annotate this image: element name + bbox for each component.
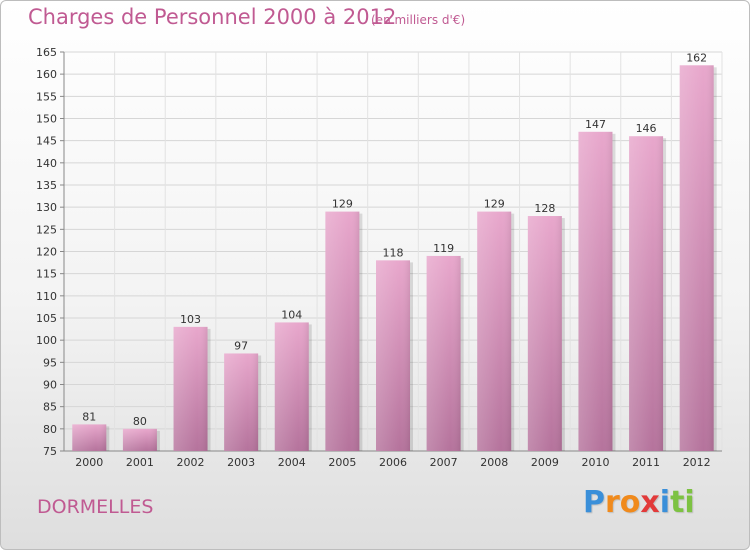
x-tick-label: 2008 [480,456,508,469]
logo-letter: r [605,485,620,520]
bar-highlight [578,131,613,452]
bar-highlight [629,136,664,451]
bar-highlight [426,255,461,451]
bar-value-label: 103 [180,313,201,326]
y-tick-label: 150 [36,113,57,126]
bar-value-label: 128 [534,202,555,215]
y-tick-label: 75 [43,445,57,458]
y-tick-label: 140 [36,157,57,170]
bar-value-label: 118 [383,246,404,259]
y-tick-label: 155 [36,90,57,103]
bar-highlight [527,216,562,451]
x-tick-label: 2004 [278,456,306,469]
bar-value-label: 81 [82,410,96,423]
y-tick-label: 135 [36,179,57,192]
city-name: DORMELLES [37,496,154,518]
y-tick-label: 110 [36,290,57,303]
bar-highlight [173,326,208,451]
y-tick-label: 100 [36,334,57,347]
logo-letter: P [583,485,605,520]
x-tick-label: 2011 [632,456,660,469]
logo-letter: t [670,485,685,520]
y-tick-label: 145 [36,135,57,148]
logo-letter: x [640,485,660,520]
y-tick-label: 120 [36,246,57,259]
labels: 75 80 85 90 95 100 105 110 115 120 125 130 135 140 145… [36,46,711,469]
bar-highlight [224,353,259,451]
y-tick-label: 85 [43,401,57,414]
x-tick-label: 2006 [379,456,407,469]
bar-value-label: 80 [133,415,147,428]
bar-value-label: 97 [234,339,248,352]
bar-value-label: 162 [686,51,707,64]
logo-letter: i [684,485,695,520]
y-tick-label: 130 [36,201,57,214]
logo-letter: i [659,485,671,520]
x-tick-label: 2012 [683,456,711,469]
y-tick-label: 165 [36,46,57,59]
bar-value-label: 104 [281,308,302,321]
y-tick-label: 90 [43,379,57,392]
x-tick-label: 2000 [75,456,103,469]
y-tick-label: 160 [36,68,57,81]
bar-value-label: 129 [332,198,353,211]
y-tick-label: 125 [36,223,57,236]
x-tick-label: 2003 [227,456,255,469]
bar-highlight [376,260,410,451]
chart-title: Charges de Personnel 2000 à 2012 [28,5,397,29]
x-tick-label: 2001 [126,456,154,469]
y-tick-label: 115 [36,268,57,281]
bar-highlight [122,428,157,451]
y-tick-label: 80 [43,423,57,436]
y-tick-label: 95 [43,356,57,369]
proxiti-logo[interactable]: Proxiti [583,485,695,520]
bar-value-label: 119 [433,242,454,255]
bar-value-label: 129 [484,198,505,211]
bar-highlight [679,65,714,452]
bar-value-label: 147 [585,118,606,131]
logo-letter: o [619,485,641,520]
bar-highlight [274,322,309,451]
x-tick-label: 2010 [581,456,609,469]
x-tick-label: 2007 [430,456,458,469]
bar-highlight [477,211,512,451]
bar-value-label: 146 [636,122,657,135]
bars [72,65,717,452]
x-tick-label: 2002 [177,456,205,469]
x-tick-label: 2009 [531,456,559,469]
bar-highlight [72,424,107,451]
y-tick-label: 105 [36,312,57,325]
bar-highlight [325,211,360,451]
x-tick-label: 2005 [328,456,356,469]
chart-subtitle: (en milliers d'€) [371,13,466,27]
